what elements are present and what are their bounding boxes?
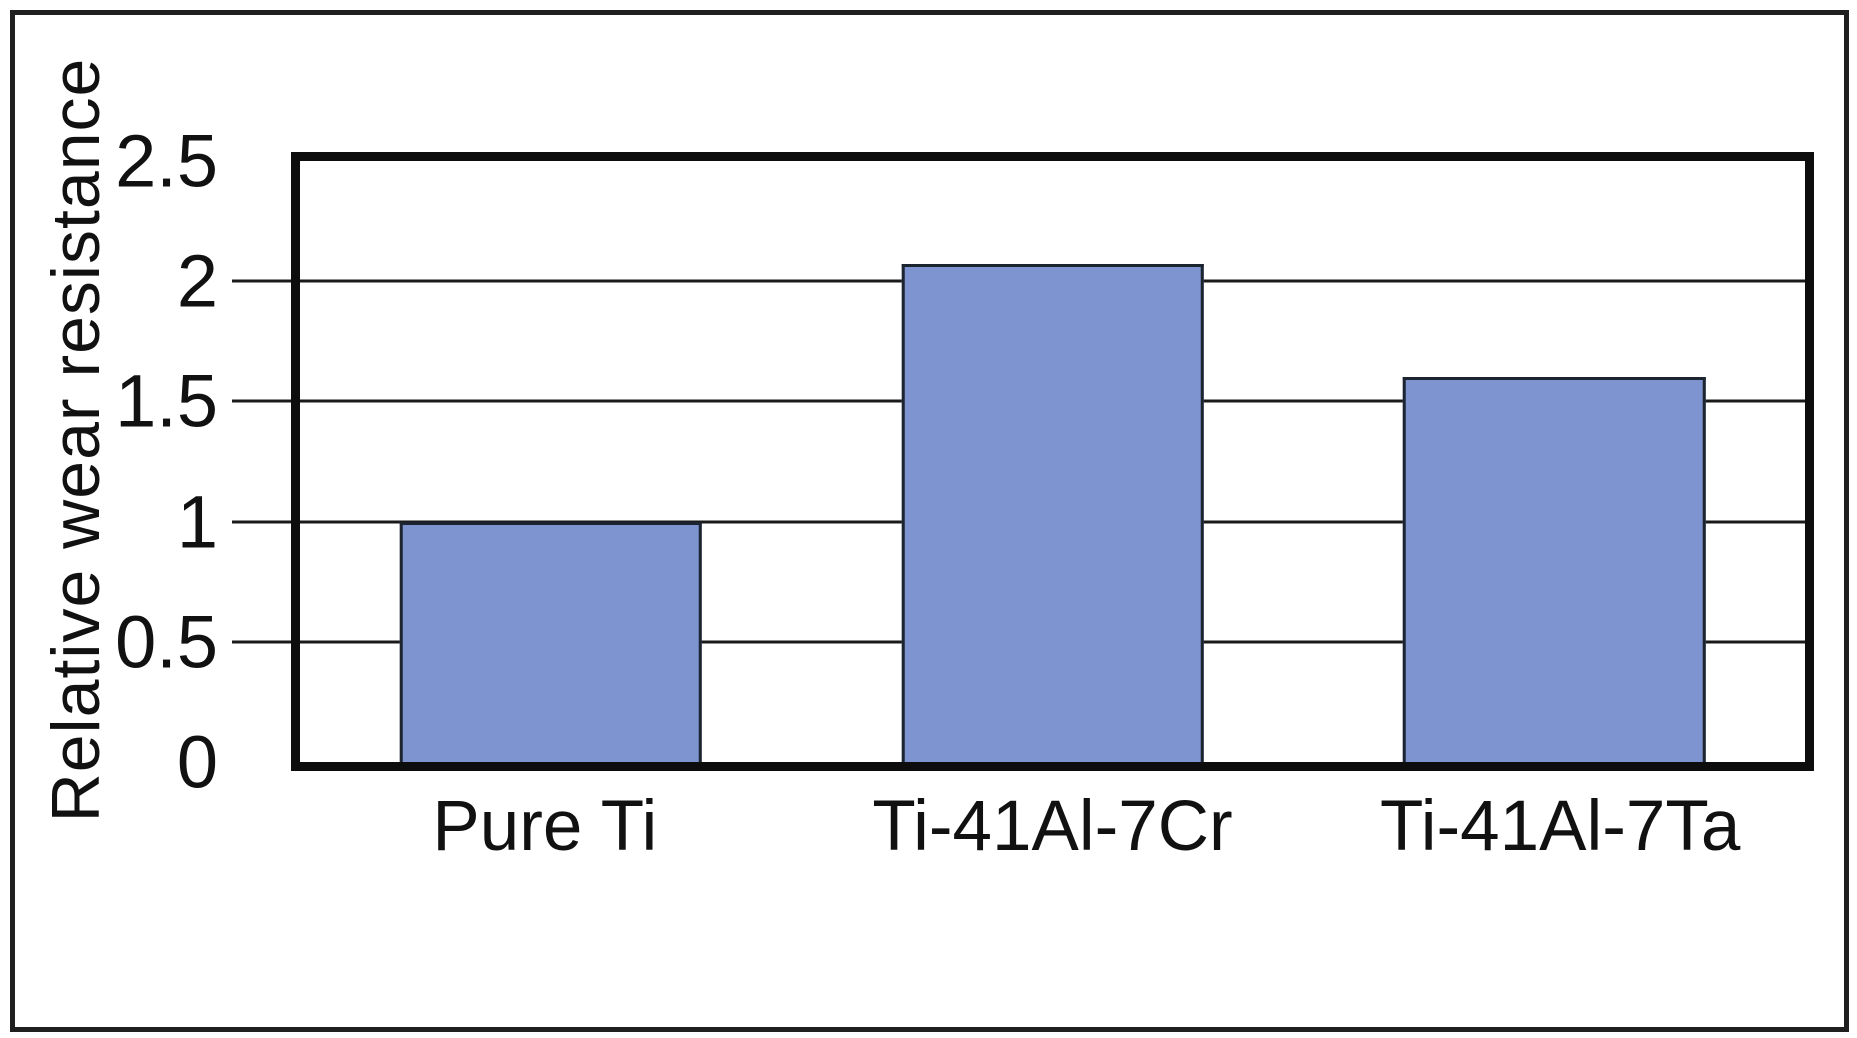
plot-area [291, 152, 1814, 771]
y-tick-label: 1 [176, 480, 218, 564]
y-tick-label: 1.5 [115, 359, 218, 443]
y-tick-mark [232, 520, 291, 524]
x-tick-label: Ti-41Al-7Ta [1379, 787, 1741, 866]
bar-pure-ti [399, 521, 703, 762]
y-tick-mark [232, 279, 291, 283]
y-tick-mark [232, 640, 291, 644]
figure-border [10, 10, 1849, 1032]
y-tick-label: 0 [176, 720, 218, 804]
x-tick-label: Ti-41Al-7Cr [872, 787, 1233, 866]
y-axis-tick-labels: 0 0.5 1 1.5 2 2.5 [0, 120, 224, 804]
x-tick-label: Pure Ti [432, 787, 658, 866]
y-tick-label: 0.5 [115, 600, 218, 684]
bar-ti-41al-7cr [901, 264, 1204, 762]
y-tick-mark [232, 399, 291, 403]
x-axis-tick-labels: Pure Ti Ti-41Al-7Cr Ti-41Al-7Ta [291, 786, 1814, 876]
bar-ti-41al-7ta [1402, 377, 1706, 762]
y-tick-label: 2 [176, 239, 218, 323]
y-tick-label: 2.5 [115, 119, 218, 203]
y-axis-tick-marks [232, 161, 291, 762]
